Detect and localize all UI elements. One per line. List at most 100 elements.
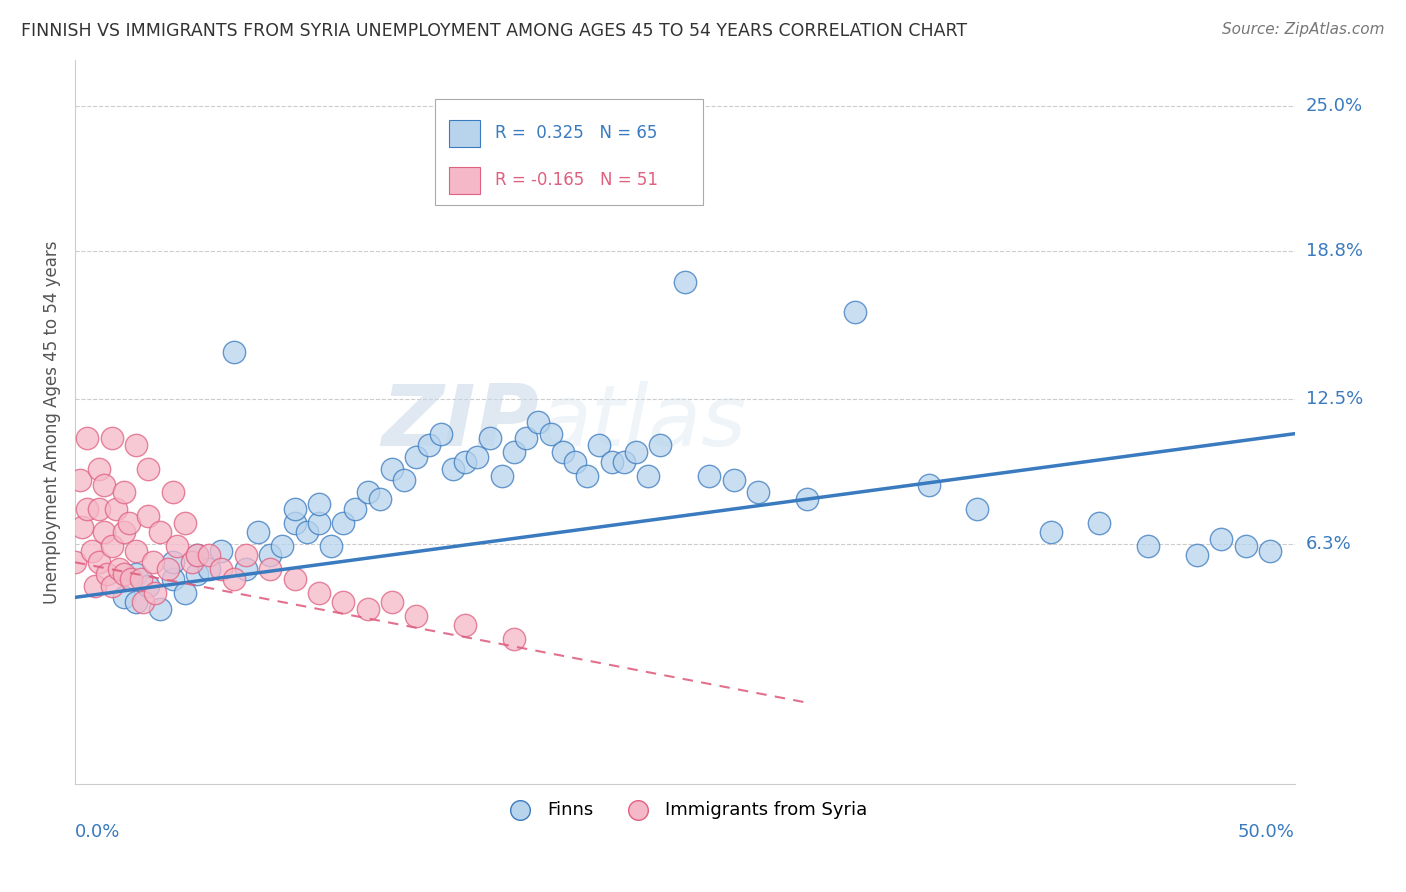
Point bbox=[125, 543, 148, 558]
Point bbox=[357, 602, 380, 616]
Point bbox=[1039, 524, 1062, 539]
Point bbox=[844, 305, 866, 319]
Point bbox=[93, 524, 115, 539]
Point bbox=[89, 501, 111, 516]
Point bbox=[381, 595, 404, 609]
Point bbox=[198, 562, 221, 576]
Point bbox=[162, 555, 184, 569]
Point bbox=[209, 562, 232, 576]
Point bbox=[100, 579, 122, 593]
Point bbox=[564, 455, 586, 469]
Point bbox=[142, 555, 165, 569]
Point bbox=[588, 438, 610, 452]
Point bbox=[796, 492, 818, 507]
Point bbox=[918, 478, 941, 492]
Point bbox=[96, 566, 118, 581]
Point bbox=[747, 485, 769, 500]
Point bbox=[283, 501, 305, 516]
Point bbox=[394, 474, 416, 488]
Point bbox=[145, 585, 167, 599]
Point bbox=[173, 585, 195, 599]
Point bbox=[112, 591, 135, 605]
Point bbox=[136, 579, 159, 593]
Bar bbox=[450, 167, 479, 194]
Point bbox=[467, 450, 489, 464]
Point bbox=[63, 555, 86, 569]
Point bbox=[271, 539, 294, 553]
Point bbox=[1258, 543, 1281, 558]
Point bbox=[600, 455, 623, 469]
Point bbox=[624, 445, 647, 459]
Legend: Finns, Immigrants from Syria: Finns, Immigrants from Syria bbox=[495, 794, 875, 826]
Point bbox=[637, 468, 659, 483]
Text: Source: ZipAtlas.com: Source: ZipAtlas.com bbox=[1222, 22, 1385, 37]
Point bbox=[93, 478, 115, 492]
Point bbox=[723, 474, 745, 488]
Text: 12.5%: 12.5% bbox=[1306, 390, 1362, 408]
Point bbox=[186, 566, 208, 581]
Point bbox=[515, 431, 537, 445]
Point bbox=[673, 275, 696, 289]
Point bbox=[259, 549, 281, 563]
Point bbox=[112, 485, 135, 500]
Text: R = -0.165   N = 51: R = -0.165 N = 51 bbox=[495, 171, 658, 189]
Point bbox=[149, 524, 172, 539]
Point bbox=[162, 572, 184, 586]
Point bbox=[89, 462, 111, 476]
Point bbox=[540, 426, 562, 441]
Point bbox=[368, 492, 391, 507]
Point bbox=[308, 516, 330, 530]
Point bbox=[1234, 539, 1257, 553]
Point bbox=[478, 431, 501, 445]
Point bbox=[136, 508, 159, 523]
FancyBboxPatch shape bbox=[434, 100, 703, 204]
Point bbox=[186, 549, 208, 563]
Point bbox=[491, 468, 513, 483]
Point bbox=[357, 485, 380, 500]
Point bbox=[118, 516, 141, 530]
Point bbox=[405, 609, 427, 624]
Point bbox=[418, 438, 440, 452]
Point bbox=[69, 474, 91, 488]
Point bbox=[156, 562, 179, 576]
Point bbox=[503, 632, 526, 647]
Text: 50.0%: 50.0% bbox=[1237, 823, 1295, 841]
Point bbox=[966, 501, 988, 516]
Point bbox=[149, 602, 172, 616]
Point bbox=[332, 595, 354, 609]
Bar bbox=[450, 120, 479, 147]
Text: R =  0.325   N = 65: R = 0.325 N = 65 bbox=[495, 124, 657, 142]
Point bbox=[319, 539, 342, 553]
Point bbox=[125, 595, 148, 609]
Point bbox=[108, 562, 131, 576]
Point bbox=[650, 438, 672, 452]
Text: atlas: atlas bbox=[538, 381, 747, 464]
Point bbox=[129, 572, 152, 586]
Text: 0.0%: 0.0% bbox=[75, 823, 121, 841]
Point bbox=[125, 566, 148, 581]
Point bbox=[235, 549, 257, 563]
Point bbox=[125, 438, 148, 452]
Point bbox=[551, 445, 574, 459]
Point bbox=[222, 572, 245, 586]
Point bbox=[120, 572, 142, 586]
Text: 25.0%: 25.0% bbox=[1306, 97, 1362, 115]
Point bbox=[1137, 539, 1160, 553]
Point bbox=[613, 455, 636, 469]
Point bbox=[112, 524, 135, 539]
Point bbox=[181, 555, 204, 569]
Point bbox=[186, 549, 208, 563]
Point bbox=[100, 431, 122, 445]
Point bbox=[166, 539, 188, 553]
Point bbox=[441, 462, 464, 476]
Point bbox=[105, 501, 128, 516]
Point bbox=[344, 501, 367, 516]
Point bbox=[259, 562, 281, 576]
Text: 18.8%: 18.8% bbox=[1306, 243, 1362, 260]
Point bbox=[381, 462, 404, 476]
Point bbox=[454, 618, 477, 632]
Point bbox=[332, 516, 354, 530]
Text: 6.3%: 6.3% bbox=[1306, 534, 1351, 553]
Y-axis label: Unemployment Among Ages 45 to 54 years: Unemployment Among Ages 45 to 54 years bbox=[44, 240, 60, 604]
Point bbox=[405, 450, 427, 464]
